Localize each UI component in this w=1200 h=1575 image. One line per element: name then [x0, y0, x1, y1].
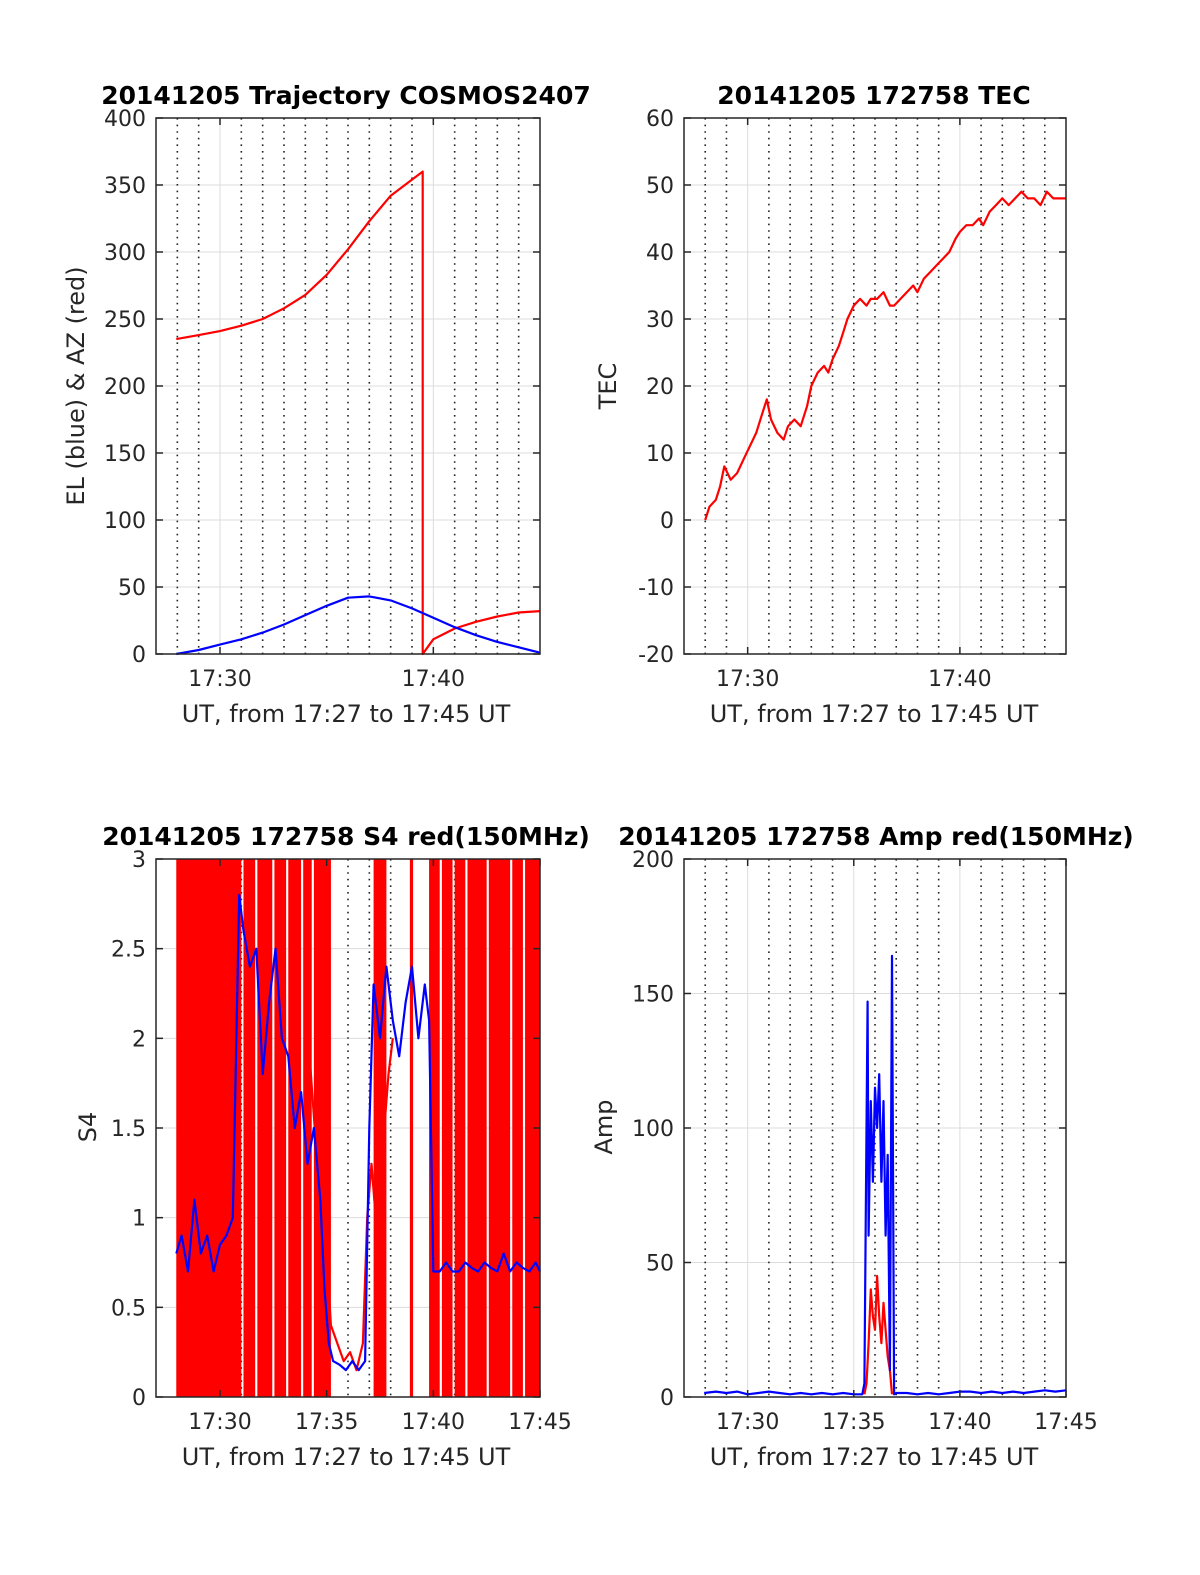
s4-xtick-label: 17:35 — [295, 1410, 358, 1435]
tec-title: 20141205 172758 TEC — [717, 81, 1030, 110]
amp-ytick-label: 200 — [632, 848, 674, 873]
s4-red-span — [176, 859, 242, 1397]
s4-red-span — [303, 859, 312, 1397]
tec-ytick-label: 60 — [646, 107, 674, 132]
trajectory-ytick-label: 50 — [118, 576, 146, 601]
amp-series-0-line — [863, 1274, 894, 1395]
trajectory-xlabel: UT, from 17:27 to 17:45 UT — [182, 700, 511, 728]
s4-ytick-label: 1.5 — [111, 1117, 146, 1142]
amp-ytick-label: 100 — [632, 1117, 674, 1142]
s4-series-1-line — [175, 893, 541, 1372]
amp-title: 20141205 172758 Amp red(150MHz) — [618, 822, 1134, 851]
trajectory-xtick-label: 17:30 — [188, 667, 251, 692]
s4-ytick-label: 2.5 — [111, 938, 146, 963]
amp-ylabel: Amp — [590, 1099, 618, 1154]
tec-xtick-label: 17:40 — [928, 667, 991, 692]
trajectory-ytick-label: 400 — [104, 107, 146, 132]
trajectory-ytick-label: 250 — [104, 308, 146, 333]
trajectory-title: 20141205 Trajectory COSMOS2407 — [101, 81, 591, 110]
trajectory-ytick-label: 0 — [132, 643, 146, 668]
s4-ytick-label: 3 — [132, 848, 146, 873]
s4-ytick-label: 1 — [132, 1207, 146, 1232]
s4-xtick-label: 17:40 — [402, 1410, 465, 1435]
amp-xlabel: UT, from 17:27 to 17:45 UT — [710, 1443, 1039, 1471]
s4-title: 20141205 172758 S4 red(150MHz) — [102, 822, 590, 851]
amp-ytick-label: 50 — [646, 1252, 674, 1277]
trajectory-ytick-label: 350 — [104, 174, 146, 199]
tec-ytick-label: 30 — [646, 308, 674, 333]
trajectory-panel: 20141205 Trajectory COSMOS2407 UT, from … — [62, 81, 591, 728]
s4-ylabel: S4 — [74, 1112, 102, 1143]
tec-ytick-label: 10 — [646, 442, 674, 467]
tec-ylabel: TEC — [594, 363, 622, 411]
s4-red-span — [454, 859, 466, 1397]
s4-panel: 20141205 172758 S4 red(150MHz) UT, from … — [74, 822, 590, 1471]
s4-ytick-label: 0.5 — [111, 1296, 146, 1321]
s4-red-fill — [176, 859, 540, 1397]
tec-ytick-label: 50 — [646, 174, 674, 199]
s4-red-span — [488, 859, 511, 1397]
tec-ytick-label: 20 — [646, 375, 674, 400]
amp-xtick-label: 17:30 — [716, 1410, 779, 1435]
trajectory-series-1-line — [176, 595, 541, 656]
s4-xlabel: UT, from 17:27 to 17:45 UT — [182, 1443, 511, 1471]
s4-red-span — [313, 859, 331, 1397]
amp-ytick-label: 0 — [660, 1386, 674, 1411]
s4-series-0-line — [308, 1038, 394, 1372]
s4-red-span — [467, 859, 487, 1397]
amp-xtick-label: 17:35 — [822, 1410, 885, 1435]
s4-red-span — [243, 859, 256, 1397]
trajectory-ytick-label: 200 — [104, 375, 146, 400]
trajectory-ylabel: EL (blue) & AZ (red) — [62, 266, 90, 505]
tec-ytick-label: -20 — [638, 643, 674, 668]
amp-xtick-label: 17:40 — [928, 1410, 991, 1435]
s4-ytick-label: 0 — [132, 1386, 146, 1411]
amp-ytick-label: 150 — [632, 983, 674, 1008]
s4-red-span — [429, 859, 440, 1397]
trajectory-ytick-label: 100 — [104, 509, 146, 534]
trajectory-series-0-line — [176, 170, 541, 656]
tec-panel: 20141205 172758 TEC UT, from 17:27 to 17… — [594, 81, 1067, 728]
amp-panel: 20141205 172758 Amp red(150MHz) UT, from… — [590, 822, 1134, 1471]
tec-xtick-label: 17:30 — [716, 667, 779, 692]
trajectory-ytick-label: 300 — [104, 241, 146, 266]
trajectory-xtick-label: 17:40 — [402, 667, 465, 692]
s4-red-span — [257, 859, 273, 1397]
s4-xtick-label: 17:30 — [188, 1410, 251, 1435]
tec-xlabel: UT, from 17:27 to 17:45 UT — [710, 700, 1039, 728]
s4-red-span — [441, 859, 453, 1397]
tec-ytick-label: 0 — [660, 509, 674, 534]
s4-red-span — [512, 859, 523, 1397]
amp-xtick-label: 17:45 — [1034, 1410, 1097, 1435]
tec-series-0-line — [704, 190, 1066, 521]
s4-ytick-label: 2 — [132, 1027, 146, 1052]
s4-red-span — [274, 859, 287, 1397]
amp-series-1-line — [704, 954, 1067, 1396]
tec-ytick-label: -10 — [638, 576, 674, 601]
s4-red-span — [409, 859, 414, 1397]
s4-xtick-label: 17:45 — [508, 1410, 571, 1435]
tec-ytick-label: 40 — [646, 241, 674, 266]
trajectory-ytick-label: 150 — [104, 442, 146, 467]
